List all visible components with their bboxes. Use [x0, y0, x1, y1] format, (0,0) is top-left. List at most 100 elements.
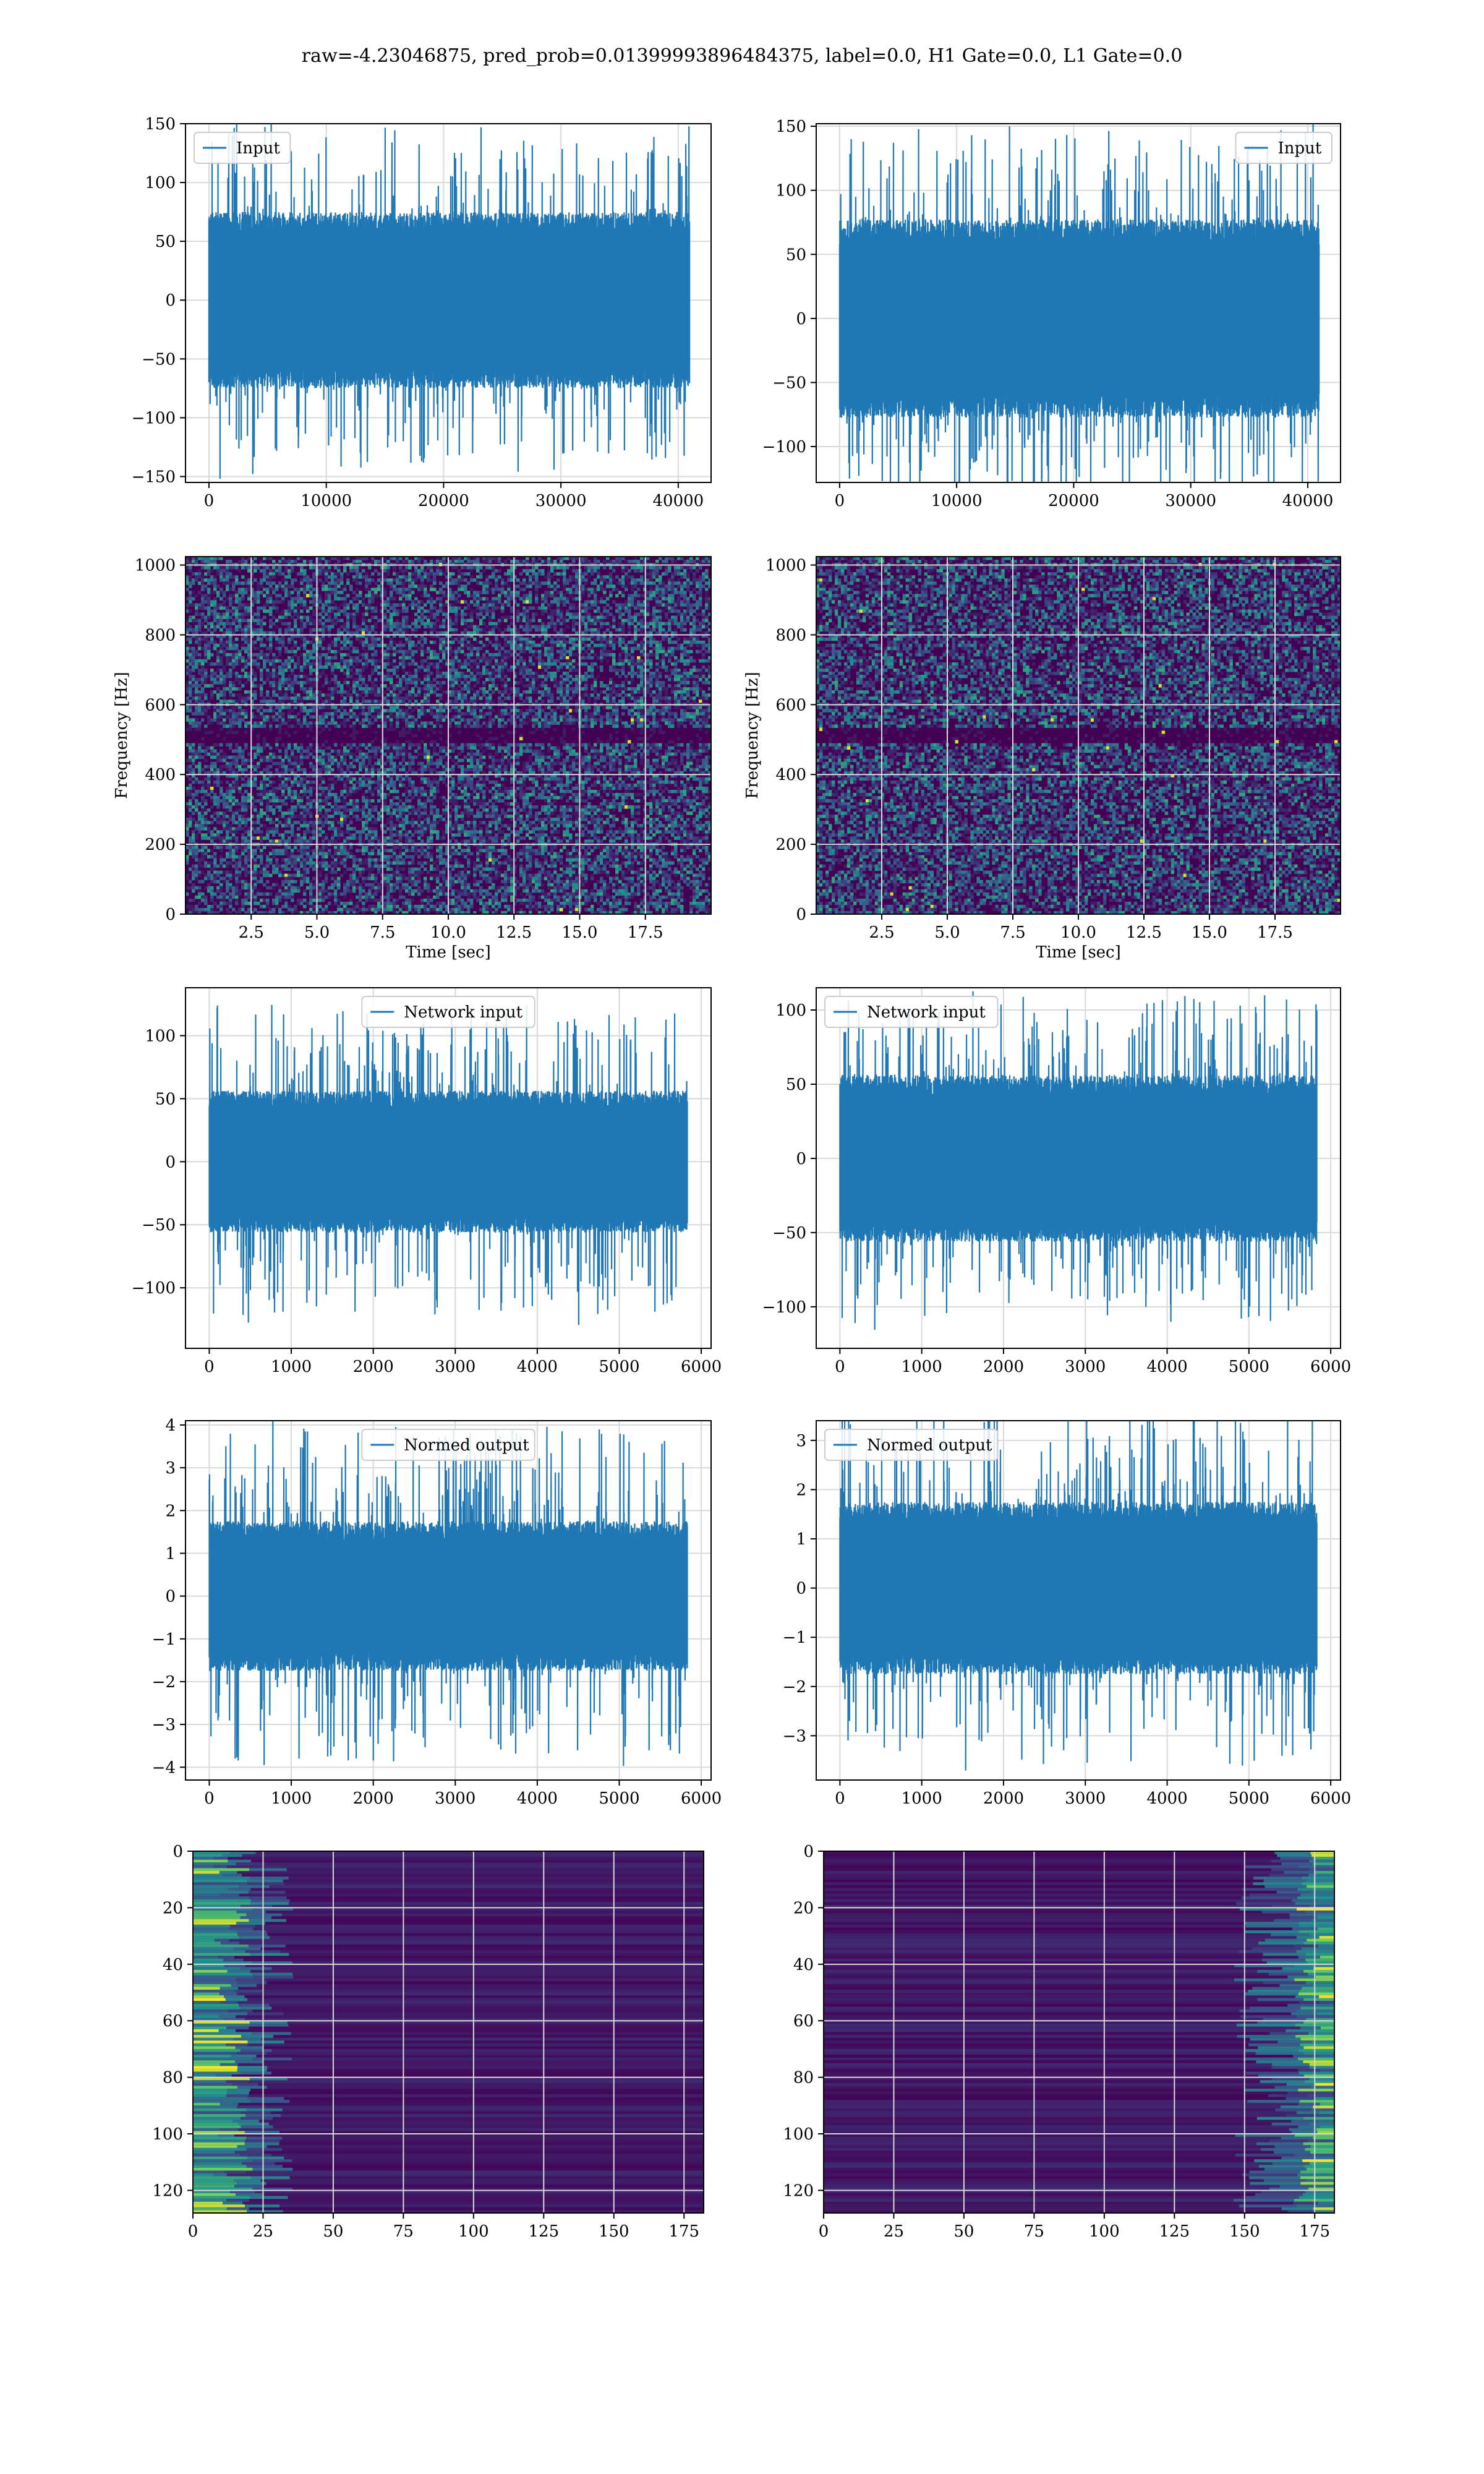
l1-normed-output-ytick-label: 1 [796, 1530, 806, 1549]
l1-feature-map-ytick-label: 20 [793, 1899, 814, 1917]
l1-network-input-xtick-label: 6000 [1310, 1358, 1351, 1376]
l1-feature-map-ytick-label: 40 [793, 1956, 814, 1974]
h1-input-xtick-label: 0 [204, 492, 215, 510]
h1-spectrogram-ylabel: Frequency [Hz] [113, 672, 131, 799]
h1-normed-output-xtick-label: 3000 [435, 1789, 475, 1808]
l1-spectrogram-xtick-label: 10.0 [1060, 923, 1096, 942]
h1-spectrogram-xtick-label: 17.5 [628, 923, 663, 942]
h1-input-ytick-label: 50 [155, 233, 176, 251]
h1-spectrogram-xtick-label: 15.0 [562, 923, 598, 942]
h1-normed-output-series-core [209, 1542, 688, 1650]
l1-normed-output-ytick-label: 0 [796, 1580, 806, 1598]
l1-normed-output-ytick-label: 3 [796, 1432, 806, 1450]
l1-normed-output-ytick-label: −3 [783, 1727, 806, 1745]
l1-network-input-xtick-label: 0 [835, 1358, 845, 1376]
h1-spectrogram-ytick-label: 200 [145, 836, 176, 854]
h1-network-input-xtick-label: 0 [204, 1358, 215, 1376]
h1-input-ytick-label: −100 [132, 409, 176, 427]
l1-input-frame [816, 123, 1341, 483]
l1-normed-output-frame [816, 1420, 1341, 1781]
h1-spectrogram-xtick-label: 7.5 [370, 923, 395, 942]
h1-feature-map-xtick-label: 175 [668, 2222, 699, 2241]
h1-input-ytick-label: −150 [132, 468, 176, 486]
h1-feature-map-xtick-label: 150 [599, 2222, 629, 2241]
h1-feature-map-ytick-label: 0 [173, 1843, 183, 1861]
l1-spectrogram-xtick-label: 5.0 [934, 923, 960, 942]
l1-feature-map-ytick-label: 120 [783, 2181, 814, 2200]
l1-input-ytick-label: 100 [775, 182, 806, 200]
l1-network-input-ytick-label: 50 [786, 1076, 806, 1094]
h1-feature-map-ytick-label: 20 [163, 1899, 183, 1917]
l1-normed-output-xtick-label: 1000 [902, 1789, 942, 1808]
h1-input-xtick-label: 20000 [418, 492, 469, 510]
h1-feature-map-xtick-label: 50 [323, 2222, 343, 2241]
l1-input-xtick-label: 0 [835, 492, 845, 510]
h1-spectrogram-ytick-label: 800 [145, 626, 176, 644]
l1-input-legend-label: Input [1278, 139, 1322, 158]
h1-input-legend-label: Input [236, 139, 280, 158]
h1-normed-output-xtick-label: 0 [204, 1789, 215, 1808]
h1-network-input-ytick-label: −100 [132, 1279, 176, 1298]
l1-input-ytick-label: −50 [772, 374, 806, 392]
l1-feature-map-xtick-label: 75 [1024, 2222, 1044, 2241]
h1-input-ytick-label: −50 [142, 350, 176, 369]
l1-feature-map-xtick-label: 125 [1159, 2222, 1190, 2241]
l1-input-ytick-label: 0 [796, 310, 806, 328]
l1-network-input-ytick-label: 100 [775, 1001, 806, 1020]
h1-network-input-xtick-label: 1000 [271, 1358, 312, 1376]
l1-spectrogram-ytick-label: 400 [775, 766, 806, 784]
h1-spectrogram-axes: 2.5 5.0 7.5 10.0 12.5 15.0 17.5 0 200 400 600 800 10… [113, 556, 712, 962]
l1-network-input-ytick-label: −100 [762, 1298, 806, 1317]
h1-network-input-ytick-label: 0 [165, 1153, 176, 1171]
h1-feature-map-ytick-label: 120 [152, 2181, 183, 2200]
l1-input-legend: Input [1235, 132, 1333, 164]
h1-spectrogram-ytick-label: 600 [145, 696, 176, 714]
l1-spectrogram-ylabel: Frequency [Hz] [743, 672, 762, 799]
l1-normed-output-xtick-label: 4000 [1146, 1789, 1187, 1808]
l1-spectrogram-ytick-label: 600 [775, 696, 806, 714]
l1-normed-output-xtick-label: 6000 [1310, 1789, 1351, 1808]
l1-network-input-xtick-label: 4000 [1146, 1358, 1187, 1376]
figure-suptitle: raw=-4.23046875, pred_prob=0.01399993896… [302, 45, 1183, 67]
l1-network-input-ytick-label: 0 [796, 1150, 806, 1168]
l1-spectrogram-axes: 2.5 5.0 7.5 10.0 12.5 15.0 17.5 0 200 400 600 800 10… [743, 556, 1341, 962]
l1-network-input-xtick-label: 1000 [902, 1358, 942, 1376]
h1-normed-output-xtick-label: 4000 [517, 1789, 558, 1808]
h1-feature-map-ytick-label: 100 [152, 2125, 183, 2144]
h1-spectrogram-xtick-label: 12.5 [496, 923, 532, 942]
h1-normed-output-legend: Normed output [361, 1429, 535, 1461]
l1-feature-map-axes: 0 25 50 75 100 125 150 175 0 20 40 60 80 100 120 [783, 1843, 1335, 2241]
h1-normed-output-ytick-label: 1 [165, 1544, 176, 1563]
h1-feature-map-ytick-label: 40 [163, 1956, 183, 1974]
subplot-grid: 0 10000 20000 30000 40000−150−100−5005010015… [113, 115, 1351, 2241]
l1-spectrogram-ytick-label: 0 [796, 905, 806, 924]
l1-normed-output-ytick-label: −1 [783, 1629, 806, 1647]
l1-spectrogram-ytick-label: 200 [775, 836, 806, 854]
h1-spectrogram-xtick-label: 10.0 [430, 923, 466, 942]
l1-spectrogram-xlabel: Time [sec] [1036, 943, 1121, 962]
h1-normed-output-ytick-label: 3 [165, 1459, 176, 1478]
h1-normed-output-axes: 0 1000 2000 3000 4000 5000 6000 −4 −3 −2 −1 0 1 2 3 4 No… [152, 1416, 722, 1808]
l1-normed-output-legend: Normed output [824, 1429, 999, 1461]
l1-feature-map-ytick-label: 80 [793, 2069, 814, 2087]
h1-network-input-xtick-label: 3000 [435, 1358, 475, 1376]
l1-normed-output-xtick-label: 3000 [1065, 1789, 1106, 1808]
h1-normed-output-ytick-label: −4 [152, 1758, 176, 1777]
h1-network-input-axes: 0 1000 2000 3000 4000 5000 6000 −100 −50 0 50 100 Ne… [132, 987, 722, 1376]
l1-normed-output-xtick-label: 5000 [1229, 1789, 1269, 1808]
l1-feature-map-xtick-label: 0 [819, 2222, 829, 2241]
h1-feature-map-image [193, 1851, 704, 2213]
l1-network-input-legend-label: Network input [867, 1003, 986, 1022]
l1-feature-map-xtick-label: 150 [1229, 2222, 1260, 2241]
l1-network-input-xtick-label: 2000 [983, 1358, 1024, 1376]
l1-feature-map-xtick-label: 50 [953, 2222, 974, 2241]
l1-normed-output-axes: 0 1000 2000 3000 4000 5000 6000 −3 −2 −1 0 1 2 3 Norme… [783, 1420, 1351, 1808]
l1-network-input-ytick-label: −50 [772, 1224, 806, 1243]
h1-spectrogram-xtick-label: 5.0 [304, 923, 330, 942]
h1-input-ytick-label: 150 [145, 115, 176, 134]
l1-input-xtick-label: 40000 [1282, 492, 1334, 510]
l1-feature-map-xtick-label: 100 [1089, 2222, 1120, 2241]
l1-normed-output-xtick-label: 2000 [983, 1789, 1024, 1808]
l1-spectrogram-xtick-label: 15.0 [1192, 923, 1227, 942]
h1-feature-map-xtick-label: 125 [528, 2222, 559, 2241]
